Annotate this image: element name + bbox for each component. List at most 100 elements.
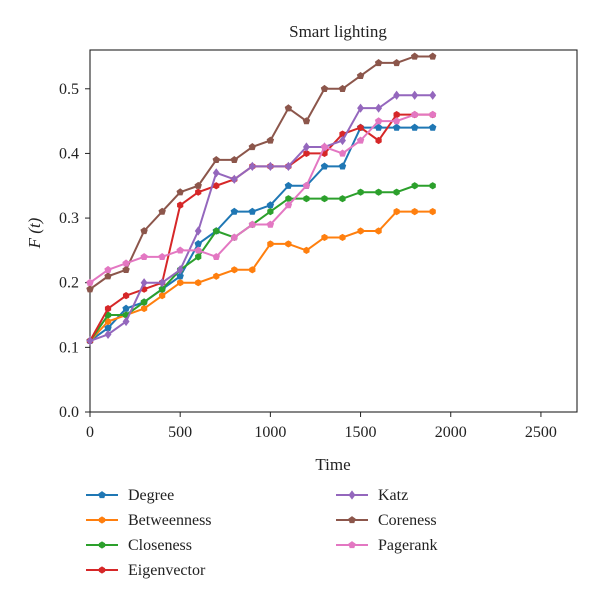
data-point-degree: [104, 324, 112, 332]
data-point-katz: [176, 265, 184, 275]
data-point-coreness: [320, 84, 329, 92]
data-point-coreness: [230, 155, 239, 164]
data-point-pagerank: [320, 143, 329, 151]
data-point-degree: [392, 123, 401, 131]
data-point-closeness: [303, 195, 310, 203]
data-point-katz: [212, 168, 220, 178]
data-point-coreness: [302, 117, 311, 125]
legend-marker-betweenness: [98, 516, 106, 524]
data-point-closeness: [140, 298, 148, 306]
data-point-coreness: [356, 71, 365, 80]
data-point-pagerank: [248, 220, 257, 228]
plot-area: 0 500 1000 1500 2000 2500 0.0 0.1 0.2 0.3 0.4 0.5: [59, 49, 578, 441]
data-point-eigenvector: [375, 136, 382, 145]
data-point-coreness: [140, 227, 148, 235]
x-axis-label: Time: [315, 455, 350, 474]
data-point-betweenness: [213, 272, 220, 280]
data-point-closeness: [429, 182, 436, 190]
data-point-closeness: [339, 195, 346, 203]
data-point-betweenness: [411, 208, 418, 216]
data-point-katz: [266, 161, 274, 171]
legend-marker-degree: [98, 491, 106, 499]
data-point-closeness: [195, 253, 202, 261]
legend-label-katz: Katz: [378, 487, 408, 504]
data-point-coreness: [212, 155, 220, 164]
data-point-closeness: [411, 182, 418, 190]
data-point-katz: [194, 226, 202, 236]
data-point-pagerank: [212, 252, 220, 261]
data-point-katz: [411, 90, 419, 100]
data-point-betweenness: [303, 246, 310, 254]
data-point-betweenness: [104, 317, 112, 326]
data-point-closeness: [393, 188, 400, 196]
data-point-degree: [284, 181, 293, 189]
legend-marker-coreness: [348, 516, 356, 524]
data-point-coreness: [194, 181, 202, 189]
y-tick-label: 0.4: [59, 145, 79, 162]
legend: Degree Betweenness Closeness Eigenvector Kat…: [86, 487, 438, 579]
data-point-katz: [140, 278, 148, 288]
data-point-pagerank: [122, 259, 130, 267]
x-tick-label: 2500: [525, 424, 557, 441]
data-point-coreness: [104, 272, 112, 280]
data-point-degree: [410, 123, 419, 131]
x-tick-label: 1000: [254, 424, 286, 441]
legend-label-degree: Degree: [128, 487, 174, 504]
data-point-betweenness: [393, 208, 400, 216]
data-point-pagerank: [356, 136, 365, 144]
data-point-coreness: [248, 143, 257, 151]
data-point-betweenness: [357, 227, 364, 235]
legend-label-coreness: Coreness: [378, 512, 437, 529]
data-point-pagerank: [410, 110, 419, 118]
data-point-katz: [393, 90, 401, 100]
legend-label-closeness: Closeness: [128, 537, 192, 554]
data-point-degree: [230, 207, 239, 215]
data-point-pagerank: [302, 181, 311, 189]
data-point-katz: [122, 316, 130, 327]
data-point-coreness: [374, 59, 383, 67]
data-point-pagerank: [392, 117, 401, 125]
legend-label-eigenvector: Eigenvector: [128, 562, 206, 579]
data-point-katz: [429, 90, 437, 100]
data-point-eigenvector: [122, 292, 130, 300]
y-tick-label: 0.0: [59, 404, 79, 421]
data-point-katz: [158, 278, 166, 288]
data-point-pagerank: [230, 233, 239, 241]
y-tick-label: 0.2: [59, 275, 79, 292]
data-point-betweenness: [429, 208, 436, 216]
data-point-pagerank: [140, 252, 148, 261]
x-tick-label: 2000: [435, 424, 467, 441]
data-point-degree: [266, 201, 275, 209]
data-point-coreness: [176, 188, 184, 196]
legend-label-betweenness: Betweenness: [128, 512, 212, 529]
data-point-pagerank: [338, 149, 347, 157]
data-point-katz: [230, 174, 238, 184]
data-point-betweenness: [249, 266, 256, 274]
data-point-pagerank: [104, 265, 112, 273]
data-point-coreness: [86, 285, 94, 293]
data-point-eigenvector: [213, 182, 220, 190]
data-point-betweenness: [177, 279, 184, 287]
data-point-katz: [302, 142, 310, 152]
plot-frame: [89, 49, 578, 413]
data-point-pagerank: [284, 201, 293, 209]
data-point-closeness: [267, 208, 274, 216]
data-point-betweenness: [267, 240, 274, 248]
data-point-closeness: [375, 188, 382, 196]
data-point-betweenness: [339, 233, 346, 242]
data-point-pagerank: [176, 246, 184, 254]
data-point-closeness: [357, 188, 364, 196]
data-point-coreness: [158, 207, 166, 215]
data-point-betweenness: [195, 279, 202, 287]
data-point-coreness: [410, 52, 419, 60]
data-point-betweenness: [140, 304, 148, 313]
data-point-degree: [320, 162, 329, 170]
data-point-katz: [104, 329, 112, 340]
data-point-betweenness: [375, 227, 382, 235]
data-point-closeness: [285, 195, 292, 203]
legend-marker-pagerank: [348, 541, 356, 549]
y-tick-label: 0.1: [59, 339, 79, 356]
data-point-degree: [338, 162, 347, 170]
data-point-degree: [194, 240, 202, 248]
